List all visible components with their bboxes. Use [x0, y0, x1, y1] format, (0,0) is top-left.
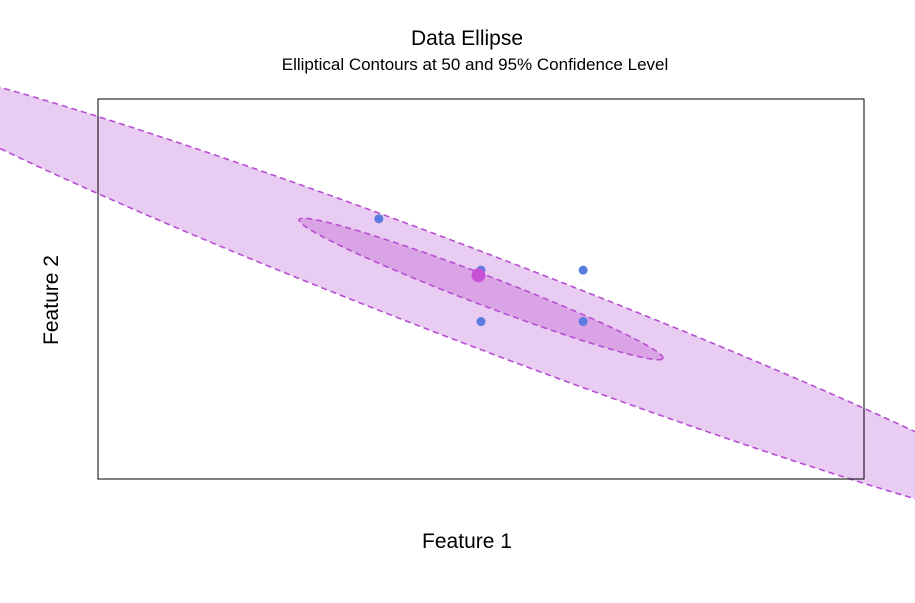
- x-axis-label: Feature 1: [422, 530, 512, 553]
- data-point-3: [578, 265, 588, 275]
- center-point: [471, 268, 486, 283]
- data-point-4: [476, 317, 486, 327]
- data-point-5: [578, 317, 588, 327]
- plot-area: [0, 86, 915, 500]
- plot-frame: [97, 98, 865, 480]
- confidence-ellipse-50: [298, 217, 664, 361]
- y-axis-label: Feature 2: [40, 255, 63, 345]
- data-point-1: [374, 214, 384, 224]
- chart-subtitle: Elliptical Contours at 50 and 95% Confid…: [282, 55, 669, 74]
- confidence-ellipse-95: [0, 86, 915, 500]
- chart-title: Data Ellipse: [411, 27, 523, 50]
